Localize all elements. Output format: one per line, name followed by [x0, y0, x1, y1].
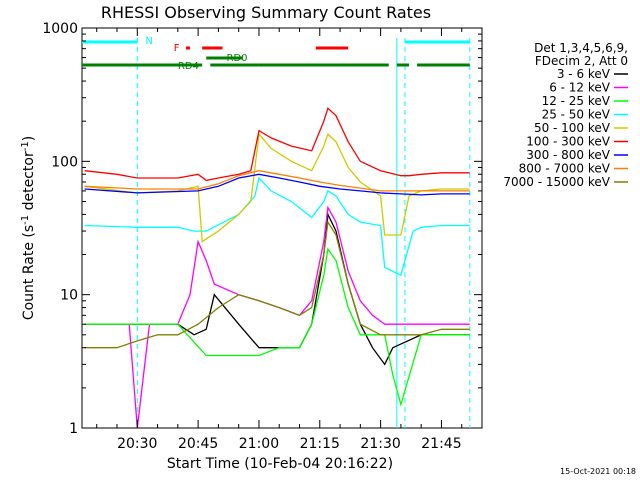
y-axis-label-sup1: -1 [20, 215, 31, 225]
flag-label-n: N [145, 36, 152, 47]
x-axis-label: Start Time (10-Feb-04 20:16:22) [167, 456, 393, 472]
legend-header-line2: FDecim 2, Att 0 [535, 54, 628, 68]
x-tick-label: 20:30 [117, 436, 157, 452]
y-axis-label-mid: detector [21, 151, 37, 215]
legend-label: 7000 - 15000 keV [503, 175, 610, 189]
flag-label-f: F [174, 43, 180, 54]
legend: Det 1,3,4,5,6,9, FDecim 2, Att 0 3 - 6 k… [503, 41, 628, 189]
y-axis-label-sup2: -1 [20, 141, 31, 151]
observing-flags: N F RD0 RD4 [82, 36, 470, 72]
series-line-0 [84, 212, 470, 366]
y-tick-label: 1000 [42, 21, 78, 37]
series-line-7 [84, 170, 470, 192]
legend-label: 25 - 50 keV [542, 108, 611, 122]
x-axis: 20:30 20:45 21:00 21:15 21:30 21:45 [96, 28, 483, 452]
flag-label-rd0: RD0 [227, 53, 248, 64]
legend-label: 300 - 800 keV [526, 148, 610, 162]
y-axis: 1 10 100 1000 [42, 21, 482, 437]
series-line-1 [84, 205, 470, 429]
x-tick-label: 21:00 [239, 436, 279, 452]
legend-label: 800 - 7000 keV [519, 162, 611, 176]
flag-label-rd4: RD4 [178, 61, 199, 72]
y-axis-label-end: ) [21, 136, 37, 141]
y-axis-label-main: Count Rate (s [21, 225, 37, 320]
chart-title: RHESSI Observing Summary Count Rates [101, 3, 431, 22]
x-tick-label: 21:45 [421, 436, 461, 452]
series-line-6 [84, 173, 470, 196]
series-group [84, 107, 470, 429]
series-line-4 [84, 132, 470, 243]
legend-label: 50 - 100 keV [534, 121, 611, 135]
legend-label: 100 - 300 keV [526, 135, 610, 149]
x-tick-label: 20:45 [178, 436, 218, 452]
y-tick-label: 10 [60, 288, 78, 304]
legend-label: 12 - 25 keV [542, 94, 611, 108]
legend-label: 6 - 12 keV [549, 81, 611, 95]
legend-header-line1: Det 1,3,4,5,6,9, [534, 41, 628, 55]
series-line-5 [84, 107, 470, 182]
plot-area [81, 27, 483, 429]
y-tick-label: 1 [69, 421, 78, 437]
period-markers [136, 38, 471, 428]
series-line-2 [84, 247, 470, 407]
x-tick-label: 21:15 [300, 436, 340, 452]
y-axis-label: Count Rate (s-1 detector-1) [20, 136, 37, 320]
legend-label: 3 - 6 keV [557, 67, 611, 81]
footer-timestamp: 15-Oct-2021 00:18 [560, 467, 636, 476]
series-line-3 [84, 176, 470, 277]
y-tick-label: 100 [51, 154, 78, 170]
x-tick-label: 21:30 [360, 436, 400, 452]
series-line-8 [84, 220, 470, 349]
